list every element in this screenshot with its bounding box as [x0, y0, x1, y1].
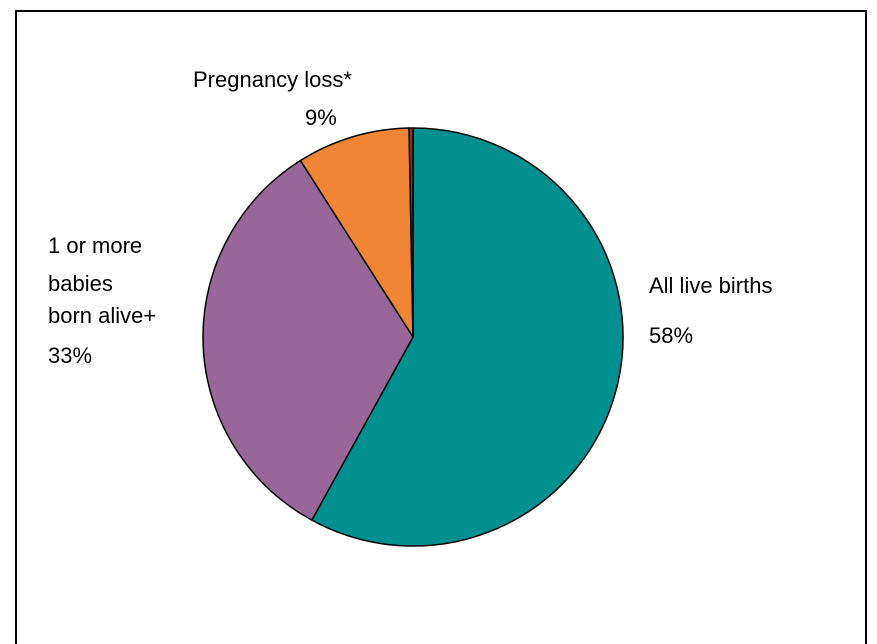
slice-label-babies-born-alive-line3: born alive+: [48, 303, 157, 328]
slice-label-all-live-births: All live births: [649, 273, 773, 298]
pie-slice-pregnancy-loss: [299, 127, 414, 338]
slice-percent-all-live-births: 58%: [649, 323, 694, 348]
slice-percent-pregnancy-loss: 9%: [305, 105, 337, 130]
chart-frame: [15, 10, 867, 644]
slice-label-babies-born-alive-line1: 1 or more: [48, 233, 143, 258]
pie-slice-babies-born-alive: [202, 159, 414, 521]
pie-slice-other: [408, 127, 414, 338]
slice-label-babies-born-alive-line2: babies: [48, 271, 113, 296]
slice-percent-babies-born-alive: 33%: [48, 343, 93, 368]
pie-slice-all-live-births: [311, 127, 624, 547]
slice-label-pregnancy-loss: Pregnancy loss*: [193, 67, 352, 92]
